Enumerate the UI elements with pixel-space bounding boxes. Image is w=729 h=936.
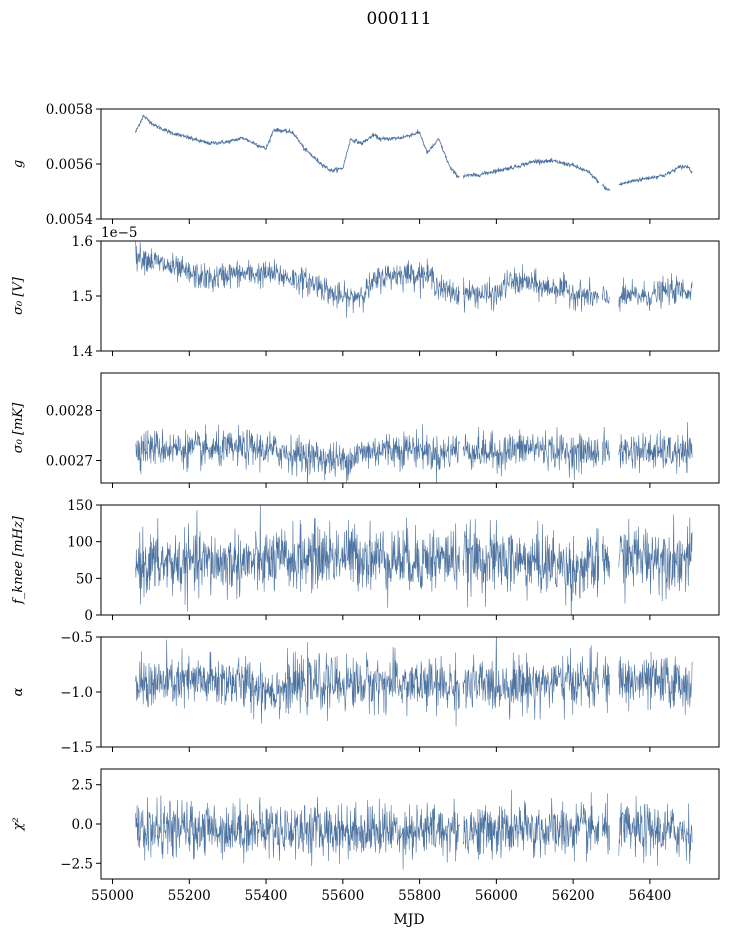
y-axis-label-sigma0_mK: σ₀ [mK] bbox=[11, 402, 26, 453]
y-tick-label: 0 bbox=[84, 608, 93, 624]
y-tick-label: −2.5 bbox=[60, 856, 93, 872]
y-tick-label: 0.0 bbox=[72, 817, 93, 833]
y-axis-label-sigma0_V: σ₀ [V] bbox=[11, 276, 26, 315]
y-tick-label: 0.0028 bbox=[46, 404, 93, 420]
y-tick-label: 50 bbox=[76, 571, 93, 587]
y-tick-label: −0.5 bbox=[60, 630, 93, 646]
subplot-sigma0_mK: 0.0027 0.0028 σ₀ [mK] bbox=[11, 372, 720, 488]
x-tick-label: 55600 bbox=[321, 888, 364, 904]
y-tick-label: 150 bbox=[67, 498, 93, 514]
y-tick-label: 1.4 bbox=[72, 344, 93, 360]
series-line-g bbox=[135, 114, 693, 192]
y-tick-label: 0.0056 bbox=[46, 157, 93, 173]
y-tick-label: 1.6 bbox=[72, 234, 93, 250]
series-line-alpha bbox=[135, 637, 693, 727]
series-line-sigma0_mK bbox=[135, 422, 693, 483]
subplot-fknee: 0 50 100 150 f_knee [mHz] bbox=[11, 498, 720, 624]
y-tick-label: 0.0027 bbox=[46, 454, 93, 470]
subplot-alpha: −1.5 −1.0 −0.5 α bbox=[11, 630, 720, 756]
y-tick-label: −1.5 bbox=[60, 740, 93, 756]
y-tick-label: 100 bbox=[67, 535, 93, 551]
y-axis-label-g: g bbox=[11, 160, 26, 168]
x-tick-label: 55400 bbox=[245, 888, 288, 904]
axes-frame-sigma0_mK bbox=[100, 372, 720, 484]
y-tick-label: 0.0058 bbox=[46, 102, 93, 118]
y-tick-label: 0.0054 bbox=[46, 212, 93, 228]
x-tick-label: 56200 bbox=[552, 888, 595, 904]
series-line-fknee bbox=[135, 505, 693, 615]
y-axis-label-fknee: f_knee [mHz] bbox=[11, 515, 26, 605]
series-line-chi2 bbox=[135, 789, 693, 870]
y-offset-text: 1e−5 bbox=[101, 225, 137, 241]
subplot-sigma0_V: 1.4 1.5 1.6 σ₀ [V] 1e−5 bbox=[11, 225, 720, 360]
y-tick-label: −1.0 bbox=[60, 685, 93, 701]
x-tick-label: 55000 bbox=[91, 888, 134, 904]
x-axis-label: MJD bbox=[393, 912, 424, 928]
y-tick-label: 2.5 bbox=[72, 778, 93, 794]
y-axis-label-alpha: α bbox=[11, 687, 26, 696]
y-tick-label: 1.5 bbox=[72, 289, 93, 305]
figure-title: 000111 bbox=[367, 9, 432, 29]
x-tick-label: 56000 bbox=[475, 888, 518, 904]
x-tick-label: 56400 bbox=[628, 888, 671, 904]
series-line-sigma0_V bbox=[135, 241, 693, 318]
x-tick-label: 55800 bbox=[398, 888, 441, 904]
subplot-chi2: −2.5 0.0 2.5 55000 55200 55400 55600 55800 56000… bbox=[11, 768, 720, 904]
y-axis-label-chi2: χ² bbox=[11, 817, 26, 831]
axes-frame-fknee bbox=[100, 504, 720, 616]
x-tick-label: 55200 bbox=[168, 888, 211, 904]
subplot-g: 0.0054 0.0056 0.0058 g bbox=[11, 102, 720, 228]
